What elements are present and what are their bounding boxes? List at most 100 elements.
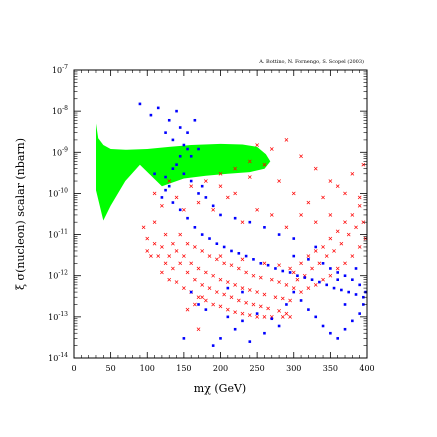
y-tick-label: 10-13 [48, 311, 68, 322]
blue-square-point [167, 184, 171, 188]
red-cross-point [171, 241, 175, 246]
red-cross-point [233, 282, 237, 287]
red-cross-point [299, 154, 303, 159]
blue-square-point [193, 118, 197, 122]
blue-square-point [178, 154, 182, 158]
red-cross-point [328, 179, 333, 183]
red-cross-point [280, 296, 285, 301]
red-cross-point [233, 191, 237, 196]
red-cross-point [291, 270, 296, 275]
red-cross-point [218, 171, 223, 176]
red-cross-point [299, 261, 303, 266]
red-cross-point [152, 191, 157, 196]
red-cross-point [361, 162, 366, 167]
red-cross-point [185, 270, 190, 275]
red-cross-point [288, 266, 292, 271]
red-cross-point [163, 232, 168, 237]
blue-square-point [171, 138, 175, 142]
red-cross-point [174, 249, 179, 253]
blue-square-point [244, 254, 248, 258]
blue-square-point [189, 179, 193, 183]
blue-square-point [197, 303, 200, 306]
red-cross-point [262, 162, 267, 167]
red-cross-point [284, 138, 289, 142]
red-cross-point [229, 263, 234, 268]
blue-square-point [182, 143, 186, 147]
blue-square-point [343, 303, 347, 306]
red-cross-point [204, 179, 208, 183]
red-cross-point [218, 277, 223, 282]
blue-square-point [314, 315, 318, 319]
red-cross-point [229, 295, 234, 300]
red-cross-point [218, 254, 223, 258]
y-tick-label: 10-8 [52, 105, 68, 116]
red-cross-point [269, 147, 274, 151]
red-cross-point [328, 236, 333, 241]
blue-square-point [156, 106, 160, 110]
red-cross-point [350, 213, 355, 217]
x-tick-label: 0 [71, 364, 76, 373]
red-cross-point [335, 229, 340, 234]
y-tick-base: 10 [48, 313, 58, 322]
blue-square-point [248, 340, 252, 343]
blue-square-point [329, 267, 332, 270]
blue-square-point [288, 271, 292, 274]
red-cross-point [171, 266, 175, 271]
red-cross-point [207, 254, 212, 258]
red-cross-point [269, 277, 274, 282]
blue-square-point [274, 267, 277, 270]
red-cross-point [178, 232, 183, 237]
blue-square-point [211, 204, 215, 208]
red-cross-point [255, 290, 259, 294]
blue-square-point [226, 286, 230, 290]
red-cross-point [204, 298, 208, 303]
x-tick-label: 350 [323, 364, 338, 373]
red-cross-point [291, 286, 296, 290]
red-cross-point [277, 280, 281, 284]
red-cross-point [160, 270, 164, 275]
red-cross-point [313, 220, 318, 225]
red-cross-point [277, 308, 281, 313]
red-cross-point [196, 200, 201, 205]
red-cross-point [218, 184, 223, 189]
red-cross-point [182, 286, 186, 290]
red-cross-point [160, 245, 164, 249]
blue-square-point [263, 226, 266, 229]
red-cross-point [225, 195, 230, 200]
blue-square-point [332, 286, 336, 290]
red-cross-point [152, 220, 157, 225]
red-cross-point [306, 286, 311, 290]
blue-square-point [343, 274, 347, 278]
blue-square-point [343, 327, 347, 331]
red-cross-point [211, 207, 216, 212]
blue-square-point [167, 118, 171, 122]
red-cross-point [141, 225, 146, 230]
blue-square-point [178, 126, 182, 129]
red-cross-point [288, 298, 292, 303]
series-red-crosses [141, 138, 367, 332]
blue-square-point [175, 109, 178, 113]
blue-square-point [354, 293, 358, 296]
red-cross-point [167, 179, 172, 183]
red-cross-point [160, 203, 164, 208]
red-cross-point [288, 315, 292, 319]
blue-square-point [340, 288, 343, 292]
red-cross-point [269, 213, 274, 217]
red-cross-point [350, 171, 355, 176]
red-cross-point [306, 254, 311, 258]
blue-square-point [255, 312, 259, 315]
red-cross-point [225, 307, 230, 312]
red-cross-point [343, 220, 347, 225]
blue-square-point [303, 276, 307, 279]
red-cross-point [222, 292, 227, 297]
red-cross-point [247, 159, 252, 164]
blue-square-point [347, 290, 350, 294]
red-cross-point [163, 261, 168, 266]
red-cross-point [306, 200, 311, 205]
red-cross-point [244, 300, 248, 305]
red-cross-point [262, 261, 267, 266]
red-cross-point [145, 249, 150, 253]
blue-square-point [204, 308, 208, 311]
red-cross-point [185, 241, 190, 246]
